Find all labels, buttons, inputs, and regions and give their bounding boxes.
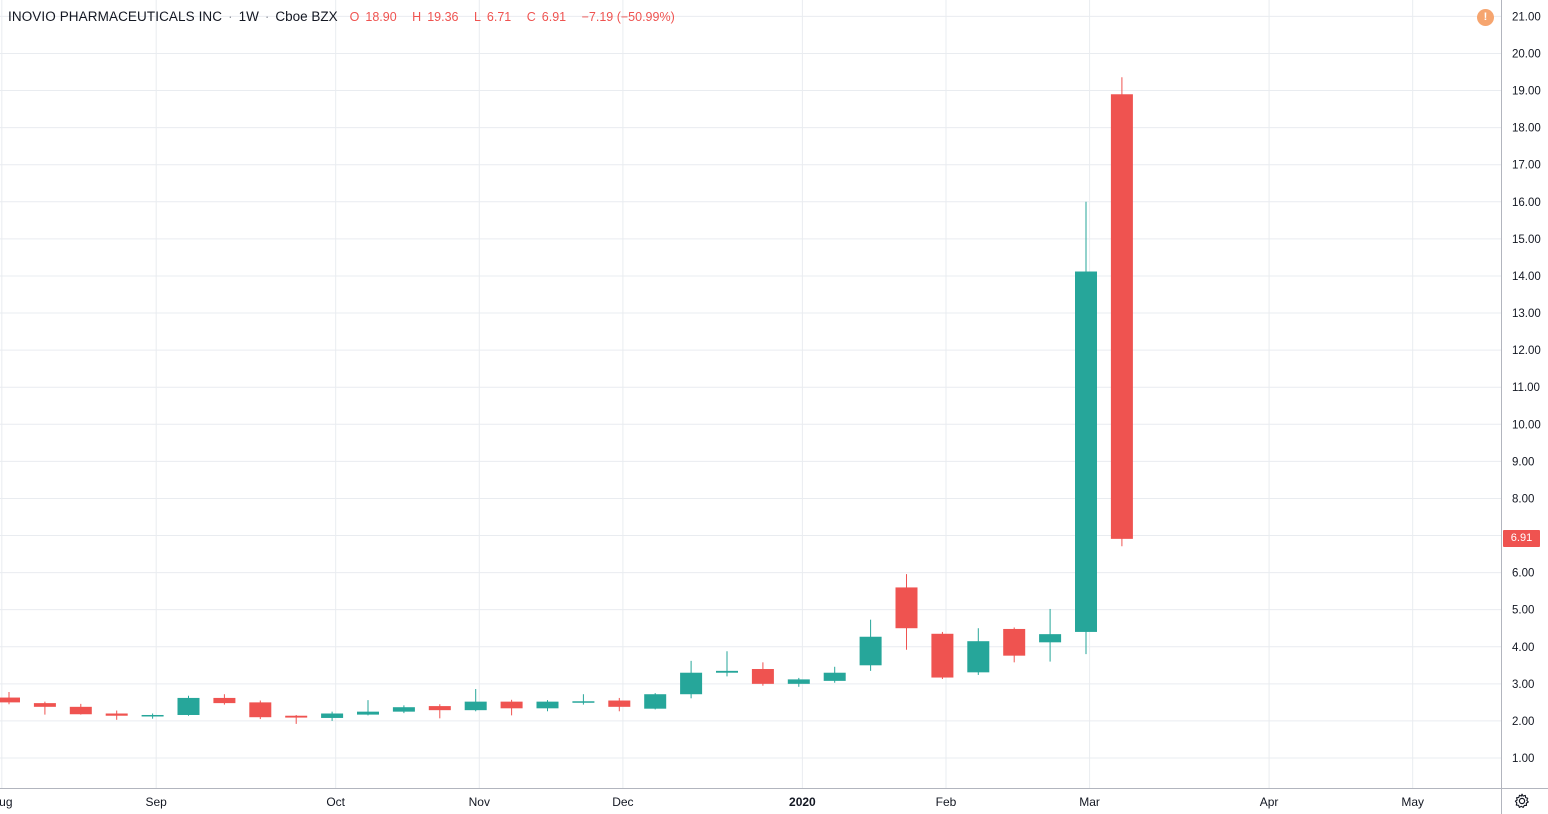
candle-body bbox=[1110, 94, 1133, 539]
candle-body bbox=[967, 641, 990, 673]
legend-separator: · bbox=[264, 9, 270, 24]
candle-body bbox=[249, 702, 272, 718]
y-tick-label: 5.00 bbox=[1512, 605, 1534, 617]
open-label: O bbox=[349, 10, 360, 24]
y-tick-label: 13.00 bbox=[1512, 308, 1541, 320]
high-value: 19.36 bbox=[427, 10, 459, 24]
y-tick-label: 2.00 bbox=[1512, 716, 1534, 728]
y-tick-label: 20.00 bbox=[1512, 48, 1541, 60]
x-tick-label: Sep bbox=[146, 795, 168, 809]
candle-body bbox=[428, 706, 451, 711]
y-tick-label: 12.00 bbox=[1512, 345, 1541, 357]
candle-body bbox=[357, 711, 379, 715]
candle-body bbox=[716, 670, 738, 673]
x-tick-label: May bbox=[1401, 795, 1424, 809]
gear-icon[interactable] bbox=[1514, 793, 1530, 809]
y-tick-label: 1.00 bbox=[1512, 753, 1534, 765]
candle-body bbox=[1003, 628, 1026, 656]
candle-body bbox=[321, 713, 344, 718]
legend-separator: · bbox=[228, 9, 233, 24]
last-price-label: 6.91 bbox=[1503, 530, 1540, 548]
y-tick-label: 18.00 bbox=[1512, 123, 1541, 135]
candle-body bbox=[213, 697, 236, 704]
y-tick-label: 3.00 bbox=[1512, 679, 1534, 691]
x-tick-label: Feb bbox=[936, 795, 957, 809]
candle-body bbox=[536, 701, 559, 709]
symbol-name[interactable]: INOVIO PHARMACEUTICALS INC bbox=[8, 9, 223, 24]
high-label: H bbox=[412, 10, 422, 24]
y-tick-label: 9.00 bbox=[1512, 456, 1534, 468]
candle-body bbox=[572, 701, 595, 703]
y-tick-label: 10.00 bbox=[1512, 419, 1541, 431]
candle-body bbox=[177, 697, 200, 715]
candle-body bbox=[751, 669, 774, 684]
x-tick-label: Dec bbox=[612, 795, 633, 809]
candle-body bbox=[0, 697, 20, 703]
x-tick-label: Nov bbox=[469, 795, 490, 809]
candle-body bbox=[895, 587, 918, 629]
y-tick-label: 17.00 bbox=[1512, 160, 1541, 172]
y-tick-label: 4.00 bbox=[1512, 642, 1534, 654]
y-tick-label: 15.00 bbox=[1512, 234, 1541, 246]
candle-body bbox=[69, 706, 92, 715]
x-tick-label: 2020 bbox=[789, 795, 816, 809]
candle-body bbox=[33, 703, 56, 707]
ohlc-values: O 18.90 H 19.36 L 6.71 C 6.91 −7.19 (−50.99%… bbox=[350, 10, 681, 24]
candle-body bbox=[680, 672, 703, 695]
candle-body bbox=[644, 694, 667, 709]
candle-body bbox=[1039, 634, 1062, 643]
low-label: L bbox=[473, 10, 481, 24]
open-value: 18.90 bbox=[365, 10, 397, 24]
candle-body bbox=[392, 707, 415, 712]
x-tick-label: Apr bbox=[1260, 795, 1279, 809]
candle-body bbox=[464, 701, 487, 711]
y-tick-label: 11.00 bbox=[1512, 382, 1540, 394]
y-tick-label: 14.00 bbox=[1512, 271, 1541, 283]
candle-body bbox=[608, 700, 631, 707]
y-tick-label: 8.00 bbox=[1512, 493, 1534, 505]
interval-label[interactable]: 1W bbox=[238, 9, 259, 24]
exchange-label: Cboe BZX bbox=[275, 9, 338, 24]
x-tick-label: Mar bbox=[1079, 795, 1100, 809]
y-tick-label: 19.00 bbox=[1512, 86, 1541, 98]
close-value: 6.91 bbox=[541, 10, 567, 24]
candle-body bbox=[1075, 271, 1097, 632]
candle-body bbox=[859, 636, 882, 666]
candle-body bbox=[285, 715, 308, 718]
y-tick-label: 6.00 bbox=[1512, 568, 1534, 580]
chart-legend: INOVIO PHARMACEUTICALS INC · 1W · Cboe B… bbox=[8, 9, 681, 24]
x-tick-label: Oct bbox=[326, 795, 345, 809]
x-tick-label: Aug bbox=[0, 795, 12, 809]
candle-body bbox=[500, 701, 523, 709]
candle-body bbox=[787, 679, 810, 684]
y-tick-label: 16.00 bbox=[1512, 197, 1541, 209]
low-value: 6.71 bbox=[486, 10, 512, 24]
change-value: −7.19 (−50.99%) bbox=[581, 10, 675, 24]
candle-body bbox=[105, 713, 128, 716]
alert-icon[interactable]: ! bbox=[1477, 9, 1494, 26]
candle-body bbox=[141, 714, 164, 717]
y-tick-label: 21.00 bbox=[1512, 11, 1541, 23]
close-label: C bbox=[526, 10, 536, 24]
candle-body bbox=[823, 672, 846, 681]
candle-body bbox=[931, 633, 954, 678]
